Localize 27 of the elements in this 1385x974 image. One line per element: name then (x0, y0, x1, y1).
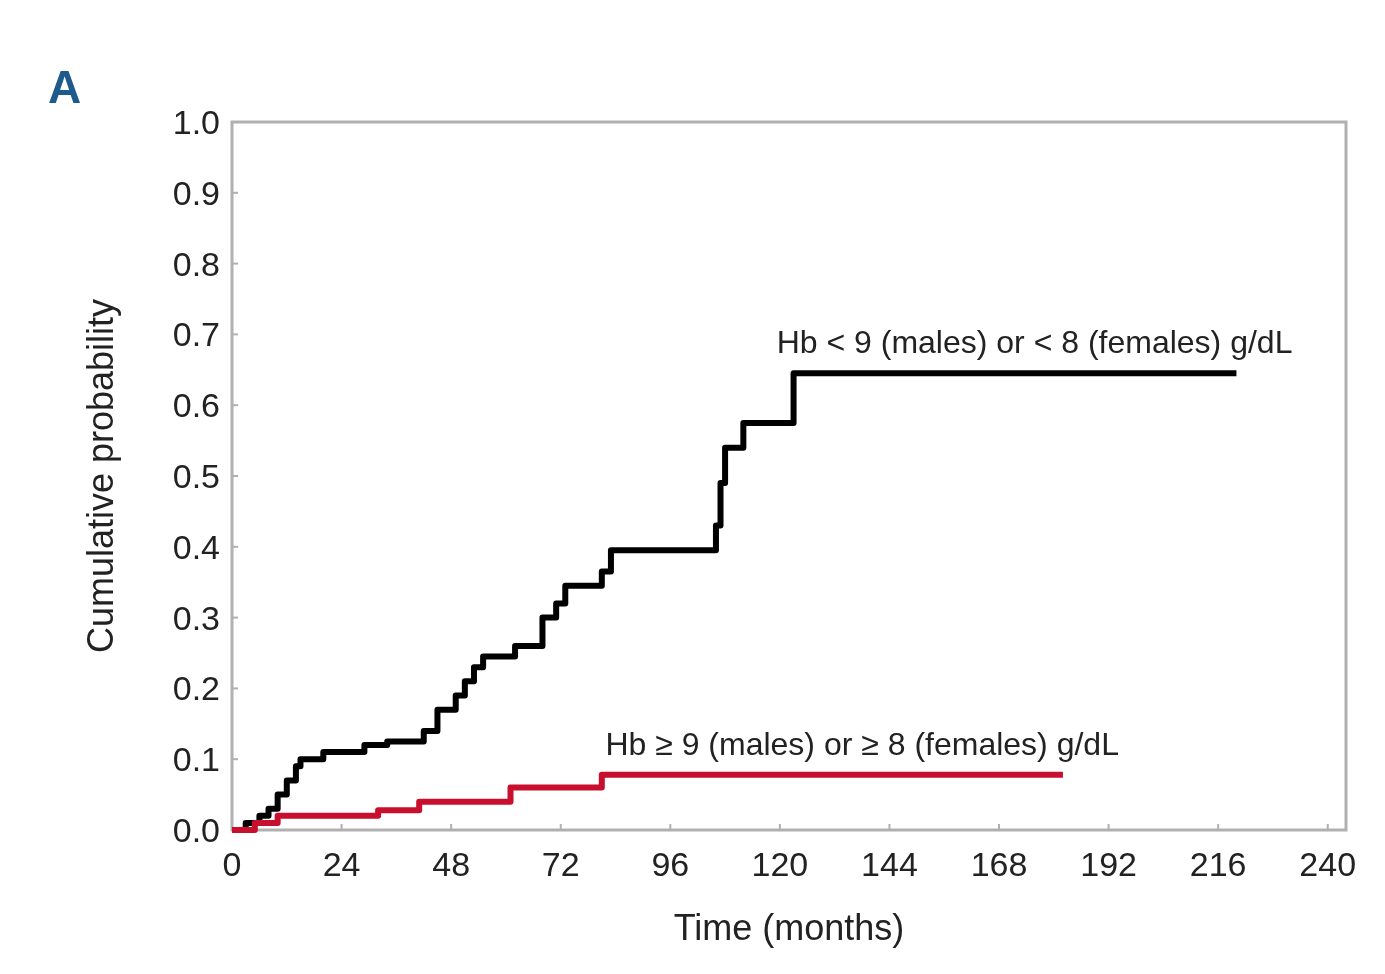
y-tick-label: 0.1 (172, 740, 220, 779)
series-label: Hb < 9 (males) or < 8 (females) g/dL (776, 324, 1293, 361)
y-axis-title: Cumulative probability (80, 298, 121, 654)
x-axis-title: Time (months) (673, 907, 905, 948)
series-label: Hb ≥ 9 (males) or ≥ 8 (females) g/dL (605, 725, 1119, 762)
y-tick-label: 0.4 (172, 527, 220, 566)
y-tick-label: 0.5 (172, 456, 220, 495)
y-tick-label: 0.7 (172, 315, 220, 354)
x-tick-label: 168 (970, 845, 1028, 883)
y-tick-label: 0.2 (172, 669, 220, 708)
x-tick-label: 96 (651, 845, 690, 883)
y-tick-label: 0.0 (172, 810, 220, 849)
x-tick-label: 144 (861, 845, 918, 883)
x-tick-label: 24 (322, 845, 361, 883)
y-tick-label: 0.9 (172, 173, 220, 212)
x-tick-label: 240 (1299, 845, 1357, 883)
y-tick-label: 0.6 (172, 386, 220, 425)
x-tick-label: 0 (222, 845, 242, 883)
x-tick-label: 120 (751, 845, 809, 883)
text: A (48, 61, 82, 113)
x-tick-label: 72 (541, 845, 580, 883)
y-tick-label: 0.8 (172, 244, 220, 283)
y-tick-label: 0.3 (172, 598, 220, 637)
x-tick-label: 192 (1080, 845, 1137, 883)
y-tick-label: 1.0 (172, 102, 220, 141)
x-tick-label: 48 (432, 845, 471, 883)
x-tick-label: 216 (1189, 845, 1247, 883)
